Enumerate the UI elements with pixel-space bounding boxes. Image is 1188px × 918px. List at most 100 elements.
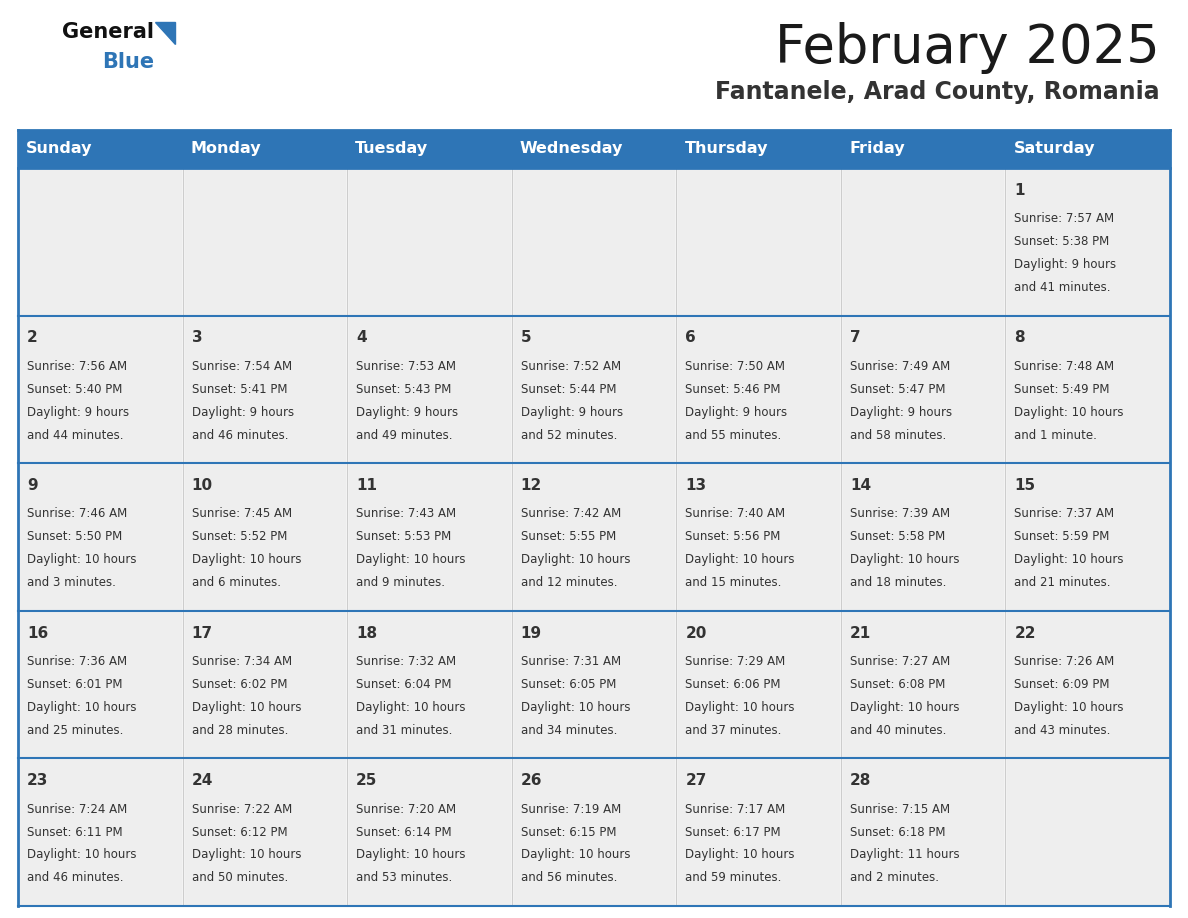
Text: Sunset: 5:56 PM: Sunset: 5:56 PM <box>685 531 781 543</box>
Text: Sunrise: 7:29 AM: Sunrise: 7:29 AM <box>685 655 785 668</box>
Text: and 3 minutes.: and 3 minutes. <box>27 577 116 589</box>
Text: Sunset: 5:49 PM: Sunset: 5:49 PM <box>1015 383 1110 396</box>
Bar <box>676 130 841 168</box>
Text: Sunset: 5:55 PM: Sunset: 5:55 PM <box>520 531 617 543</box>
Text: and 41 minutes.: and 41 minutes. <box>1015 281 1111 294</box>
Text: Sunrise: 7:39 AM: Sunrise: 7:39 AM <box>849 508 950 521</box>
Bar <box>512 168 676 316</box>
Text: and 59 minutes.: and 59 minutes. <box>685 871 782 884</box>
Bar <box>512 758 676 906</box>
Text: and 49 minutes.: and 49 minutes. <box>356 429 453 442</box>
Text: and 58 minutes.: and 58 minutes. <box>849 429 946 442</box>
Text: Daylight: 10 hours: Daylight: 10 hours <box>520 848 631 861</box>
Text: Thursday: Thursday <box>684 141 767 156</box>
Text: 17: 17 <box>191 625 213 641</box>
Bar <box>512 464 676 610</box>
Text: 22: 22 <box>1015 625 1036 641</box>
Text: 5: 5 <box>520 330 531 345</box>
Text: Sunset: 5:41 PM: Sunset: 5:41 PM <box>191 383 287 396</box>
Text: Sunset: 6:17 PM: Sunset: 6:17 PM <box>685 825 781 838</box>
Text: Sunrise: 7:52 AM: Sunrise: 7:52 AM <box>520 360 621 373</box>
Text: Sunset: 6:14 PM: Sunset: 6:14 PM <box>356 825 451 838</box>
Text: Sunset: 5:44 PM: Sunset: 5:44 PM <box>520 383 617 396</box>
Text: Daylight: 10 hours: Daylight: 10 hours <box>191 848 301 861</box>
Text: 1: 1 <box>1015 183 1025 197</box>
Text: Sunrise: 7:19 AM: Sunrise: 7:19 AM <box>520 802 621 816</box>
Bar <box>347 610 512 758</box>
Bar <box>18 168 183 316</box>
Text: and 28 minutes.: and 28 minutes. <box>191 723 287 737</box>
Text: Daylight: 9 hours: Daylight: 9 hours <box>356 406 459 419</box>
Bar <box>841 130 1005 168</box>
Text: Daylight: 9 hours: Daylight: 9 hours <box>27 406 129 419</box>
Text: 21: 21 <box>849 625 871 641</box>
Text: Sunrise: 7:26 AM: Sunrise: 7:26 AM <box>1015 655 1114 668</box>
Text: 10: 10 <box>191 478 213 493</box>
Text: and 2 minutes.: and 2 minutes. <box>849 871 939 884</box>
Text: Sunset: 6:09 PM: Sunset: 6:09 PM <box>1015 678 1110 691</box>
Text: and 50 minutes.: and 50 minutes. <box>191 871 287 884</box>
Text: Sunset: 5:43 PM: Sunset: 5:43 PM <box>356 383 451 396</box>
Text: and 37 minutes.: and 37 minutes. <box>685 723 782 737</box>
Bar <box>347 168 512 316</box>
Text: Sunrise: 7:43 AM: Sunrise: 7:43 AM <box>356 508 456 521</box>
Text: Sunrise: 7:31 AM: Sunrise: 7:31 AM <box>520 655 621 668</box>
Bar <box>676 758 841 906</box>
Text: and 43 minutes.: and 43 minutes. <box>1015 723 1111 737</box>
Text: Sunrise: 7:56 AM: Sunrise: 7:56 AM <box>27 360 127 373</box>
Text: Sunset: 6:05 PM: Sunset: 6:05 PM <box>520 678 617 691</box>
Text: Sunday: Sunday <box>26 141 93 156</box>
Text: and 12 minutes.: and 12 minutes. <box>520 577 618 589</box>
Text: 28: 28 <box>849 773 871 789</box>
Text: 11: 11 <box>356 478 378 493</box>
Text: Sunrise: 7:37 AM: Sunrise: 7:37 AM <box>1015 508 1114 521</box>
Bar <box>18 130 183 168</box>
Text: 13: 13 <box>685 478 707 493</box>
Bar <box>676 464 841 610</box>
Text: and 18 minutes.: and 18 minutes. <box>849 577 947 589</box>
Text: Sunrise: 7:32 AM: Sunrise: 7:32 AM <box>356 655 456 668</box>
Bar <box>183 610 347 758</box>
Bar <box>347 316 512 464</box>
Text: Daylight: 9 hours: Daylight: 9 hours <box>191 406 293 419</box>
Text: Fantanele, Arad County, Romania: Fantanele, Arad County, Romania <box>715 80 1159 104</box>
Text: and 46 minutes.: and 46 minutes. <box>191 429 289 442</box>
Bar <box>1005 130 1170 168</box>
Text: Daylight: 11 hours: Daylight: 11 hours <box>849 848 960 861</box>
Text: Friday: Friday <box>849 141 905 156</box>
Text: 27: 27 <box>685 773 707 789</box>
Text: 26: 26 <box>520 773 542 789</box>
Text: 24: 24 <box>191 773 213 789</box>
Text: and 53 minutes.: and 53 minutes. <box>356 871 453 884</box>
Text: Daylight: 10 hours: Daylight: 10 hours <box>356 848 466 861</box>
Text: and 55 minutes.: and 55 minutes. <box>685 429 782 442</box>
Text: Daylight: 9 hours: Daylight: 9 hours <box>849 406 952 419</box>
Bar <box>1005 464 1170 610</box>
Text: 12: 12 <box>520 478 542 493</box>
Text: Saturday: Saturday <box>1013 141 1095 156</box>
Text: 7: 7 <box>849 330 860 345</box>
Text: 15: 15 <box>1015 478 1036 493</box>
Text: Daylight: 10 hours: Daylight: 10 hours <box>1015 554 1124 566</box>
Text: 19: 19 <box>520 625 542 641</box>
Text: Daylight: 10 hours: Daylight: 10 hours <box>27 700 137 714</box>
Text: Daylight: 10 hours: Daylight: 10 hours <box>27 848 137 861</box>
Text: and 40 minutes.: and 40 minutes. <box>849 723 947 737</box>
Bar <box>676 316 841 464</box>
Text: Sunset: 5:40 PM: Sunset: 5:40 PM <box>27 383 122 396</box>
Text: and 52 minutes.: and 52 minutes. <box>520 429 617 442</box>
Text: Sunrise: 7:50 AM: Sunrise: 7:50 AM <box>685 360 785 373</box>
Text: Sunrise: 7:48 AM: Sunrise: 7:48 AM <box>1015 360 1114 373</box>
Text: Sunset: 6:18 PM: Sunset: 6:18 PM <box>849 825 946 838</box>
Text: Daylight: 10 hours: Daylight: 10 hours <box>685 700 795 714</box>
Bar <box>183 130 347 168</box>
Bar <box>512 610 676 758</box>
Text: Sunrise: 7:17 AM: Sunrise: 7:17 AM <box>685 802 785 816</box>
Text: Sunset: 5:47 PM: Sunset: 5:47 PM <box>849 383 946 396</box>
Text: Sunrise: 7:57 AM: Sunrise: 7:57 AM <box>1015 212 1114 225</box>
Text: February 2025: February 2025 <box>776 22 1159 74</box>
Bar <box>1005 168 1170 316</box>
Text: 18: 18 <box>356 625 378 641</box>
Text: Sunset: 5:38 PM: Sunset: 5:38 PM <box>1015 235 1110 248</box>
Bar <box>841 168 1005 316</box>
